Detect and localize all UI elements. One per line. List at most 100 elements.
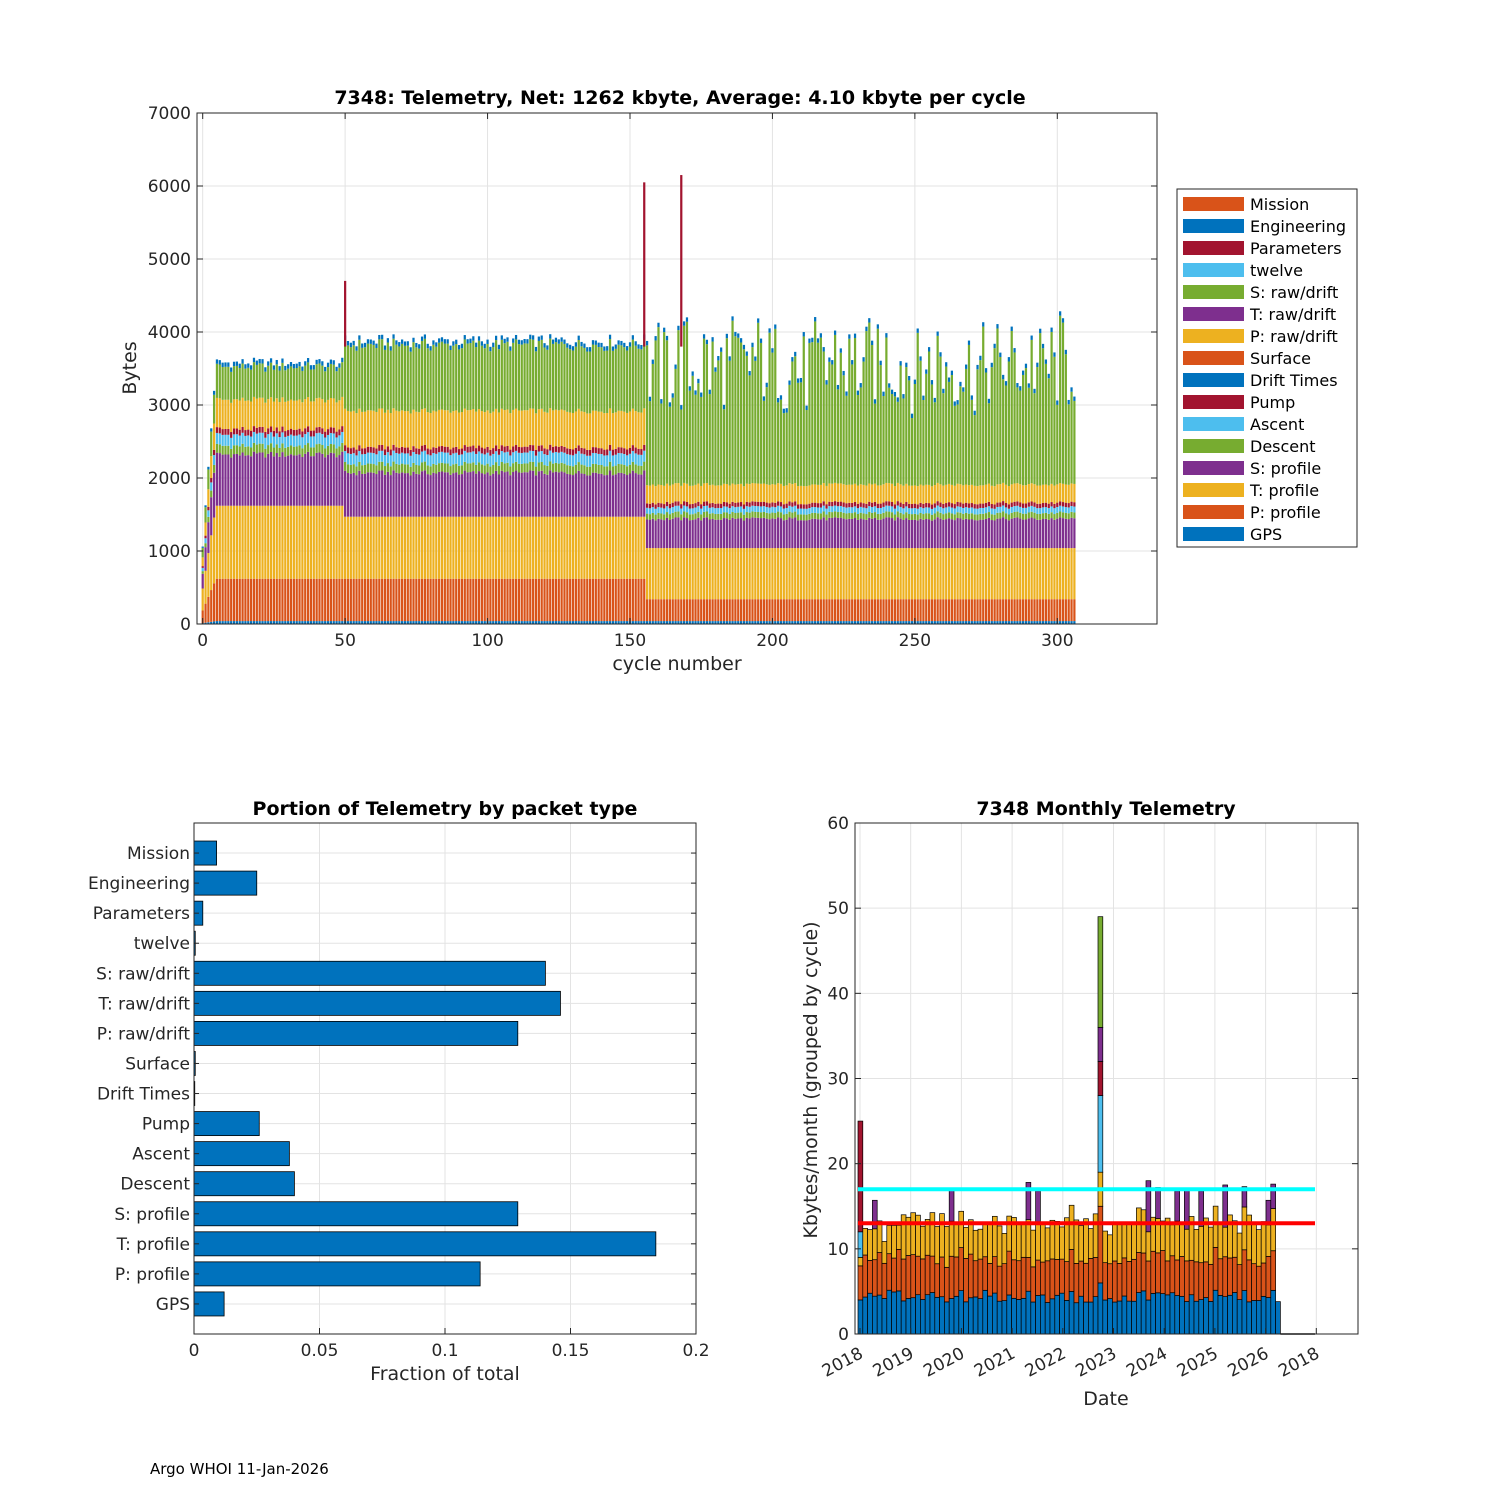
c1-bar-segment — [833, 517, 837, 549]
c1-bar-segment — [751, 548, 754, 600]
c1-bar-segment — [267, 578, 270, 622]
c3-bar-segment — [1270, 1208, 1276, 1252]
c1-bar-segment — [805, 504, 808, 509]
c3-ytick-label: 30 — [827, 1070, 849, 1090]
c1-bar-segment — [403, 578, 407, 622]
c1-bar-segment — [959, 621, 962, 624]
c1-bar-segment — [623, 516, 626, 579]
c1-bar-segment — [272, 456, 276, 506]
c1-bar-segment — [751, 505, 754, 512]
c1-bar-segment — [543, 448, 546, 455]
c1-bar-segment — [400, 472, 404, 517]
c1-bar-segment — [321, 453, 324, 506]
c3-title: 7348 Monthly Telemetry — [976, 798, 1236, 820]
c1-bar-segment — [435, 621, 438, 624]
c1-bar-segment — [691, 514, 694, 521]
c1-bar-segment — [748, 518, 751, 549]
c1-bar-segment — [922, 395, 925, 400]
c1-bar-segment — [560, 409, 563, 446]
c1-bar-segment — [255, 433, 258, 445]
c1-bar-segment — [423, 444, 427, 451]
c1-bar-segment — [486, 339, 489, 344]
c1-bar-segment — [819, 337, 822, 485]
c1-bar-segment — [962, 621, 965, 624]
c1-bar-segment — [571, 350, 575, 414]
c1-bar-segment — [420, 409, 424, 446]
c1-bar-segment — [660, 399, 663, 404]
c1-bar-segment — [520, 410, 523, 448]
c1-bar-segment — [358, 578, 361, 622]
c1-bar-segment — [967, 344, 971, 486]
c1-bar-segment — [589, 466, 592, 476]
c1-bar-segment — [828, 361, 831, 484]
c1-bar-segment — [426, 348, 429, 413]
c1-bar-segment — [671, 548, 674, 600]
c1-bar-segment — [469, 472, 472, 517]
c3-bar-segment — [1001, 1300, 1008, 1335]
c1-bar-segment — [648, 548, 652, 600]
c3-bar-segment — [1102, 1230, 1108, 1264]
c1-bar-segment — [865, 519, 868, 549]
c1-bar-segment — [945, 507, 948, 514]
c1-bar-segment — [603, 449, 606, 456]
c1-bar-segment — [757, 599, 760, 622]
c1-bar-segment — [720, 599, 723, 622]
c1-bar-segment — [418, 348, 421, 413]
c1-bar-segment — [284, 436, 287, 448]
c1-bar-segment — [514, 339, 518, 409]
c1-bar-segment — [1024, 368, 1028, 486]
c1-bar-segment — [620, 516, 623, 579]
c1-bar-segment — [532, 470, 535, 517]
c1-bar-segment — [306, 397, 310, 427]
c3-bar-segment — [1232, 1292, 1238, 1335]
c1-bar-segment — [549, 334, 552, 339]
c1-bar-segment — [845, 507, 848, 514]
c1-bar-segment — [831, 517, 834, 549]
c1-bar-segment — [563, 621, 566, 624]
c1-bar-segment — [540, 335, 543, 340]
c1-bar-segment — [993, 599, 996, 622]
c1-bar-segment — [856, 485, 860, 504]
c1-bar-segment — [953, 405, 956, 486]
c1-bar-segment — [420, 451, 424, 463]
c1-bar-segment — [700, 514, 703, 521]
c1-bar-segment — [685, 317, 689, 322]
c1-bar-segment — [281, 578, 284, 622]
c1-bar-segment — [956, 483, 959, 502]
c1-bar-segment — [737, 518, 740, 549]
c1-bar-segment — [372, 410, 375, 448]
c1-bar-segment — [594, 472, 597, 517]
c1-bar-segment — [945, 519, 948, 549]
c1-bar-segment — [247, 367, 250, 401]
c1-bar-segment — [1007, 504, 1010, 509]
c1-bar-segment — [705, 505, 709, 512]
c1-bar-segment — [509, 413, 512, 450]
c1-bar-segment — [1061, 599, 1065, 622]
c1-bar-segment — [563, 472, 566, 517]
c1-bar-segment — [546, 349, 549, 413]
c1-bar-segment — [361, 448, 364, 455]
c3-xtick-label: 2024 — [1123, 1344, 1171, 1382]
c1-bar-segment — [890, 621, 894, 624]
c1-bar-segment — [589, 351, 592, 414]
c1-bar-segment — [899, 512, 902, 519]
c1-bar-segment — [372, 447, 375, 454]
c1-bar-segment — [1004, 484, 1008, 503]
c1-bar-segment — [808, 338, 811, 343]
c1-bar-segment — [871, 340, 874, 346]
c1-bar-segment — [708, 599, 711, 622]
c1-bar-segment — [608, 470, 612, 517]
c1-bar-segment — [574, 516, 577, 579]
c1-bar-segment — [953, 621, 956, 624]
c1-bar-segment — [500, 461, 503, 471]
c1-bar-segment — [463, 578, 466, 622]
c1-bar-segment — [996, 502, 999, 507]
c1-bar-segment — [1053, 503, 1056, 509]
c1-bar-segment — [309, 621, 313, 624]
c1-bar-segment — [512, 516, 515, 579]
c1-bar-segment — [936, 505, 939, 512]
c1-bar-segment — [423, 408, 427, 445]
c1-bar-segment — [537, 462, 540, 472]
c1-bar-segment — [426, 448, 429, 455]
c1-bar-segment — [395, 410, 398, 448]
